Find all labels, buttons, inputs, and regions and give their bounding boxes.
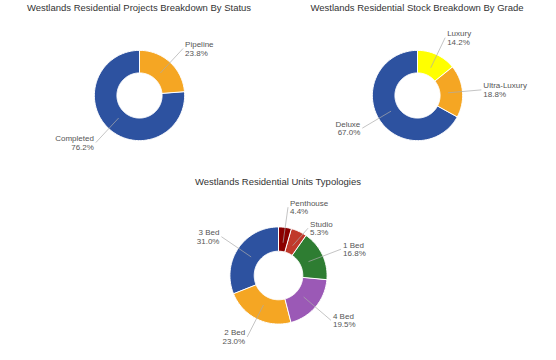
svg-text:1 Bed16.8%: 1 Bed16.8% xyxy=(343,241,366,259)
svg-text:2 Bed23.0%: 2 Bed23.0% xyxy=(223,328,246,346)
html-text:Westlands Residential Projects: Westlands Residential Projects Breakdown… xyxy=(26,2,252,13)
svg-text:3 Bed31.0%: 3 Bed31.0% xyxy=(197,228,220,246)
svg-text:Ultra-Luxury18.8%: Ultra-Luxury18.8% xyxy=(483,81,527,99)
svg-text:Penthouse4.4%: Penthouse4.4% xyxy=(290,199,329,217)
svg-text:Studio5.3%: Studio5.3% xyxy=(310,220,333,238)
svg-text:Luxury14.2%: Luxury14.2% xyxy=(447,29,471,47)
html-text:Westlands Residential Units Ty: Westlands Residential Units Typologies xyxy=(195,176,361,187)
html-text:Westlands Residential Stock Br: Westlands Residential Stock Breakdown By… xyxy=(310,2,524,13)
svg-text:Deluxe67.0%: Deluxe67.0% xyxy=(335,120,360,138)
svg-text:Completed76.2%: Completed76.2% xyxy=(55,134,94,152)
svg-text:4 Bed19.5%: 4 Bed19.5% xyxy=(333,312,356,330)
svg-text:Pipeline23.8%: Pipeline23.8% xyxy=(185,40,214,58)
